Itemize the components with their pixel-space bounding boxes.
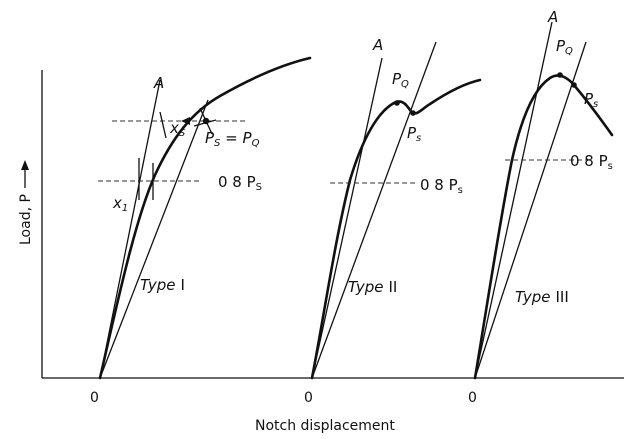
label-a-3: A bbox=[547, 8, 558, 26]
label-08ps-1: 0 8 PS bbox=[218, 173, 262, 193]
label-pq-3: PQ bbox=[556, 37, 573, 57]
tangent-line-a bbox=[99, 79, 161, 379]
xs-arrow bbox=[181, 117, 190, 125]
load-curve bbox=[473, 74, 614, 380]
label-ps-eq-pq: PS = PQ bbox=[205, 129, 260, 149]
label-ps-2: Ps bbox=[407, 124, 421, 144]
label-x1: x1 bbox=[112, 194, 128, 214]
label-08ps-3: 0 8 Ps bbox=[570, 152, 613, 172]
secant-line bbox=[474, 41, 587, 379]
label-xs: xS bbox=[169, 119, 186, 139]
panel-type-1: A xS PS = PQ x1 0 8 PS Type I bbox=[98, 56, 312, 380]
panel-type-2: A PQ Ps 0 8 Ps Type II bbox=[310, 36, 482, 380]
ps-point bbox=[571, 82, 577, 88]
secant-line bbox=[99, 99, 209, 379]
origin-label-2: 0 bbox=[304, 390, 313, 406]
label-type-1: Type I bbox=[140, 276, 185, 294]
label-a-2: A bbox=[372, 36, 383, 54]
tangent-line-a bbox=[474, 21, 553, 379]
origin-label-1: 0 bbox=[90, 390, 99, 406]
panel-type-3: A PQ Ps 0 8 Ps Type III bbox=[473, 8, 614, 380]
label-type-3: Type III bbox=[515, 288, 569, 306]
y-axis-label-group: Load, P bbox=[18, 160, 34, 245]
ps-point bbox=[202, 117, 210, 125]
y-axis-arrow-head bbox=[21, 160, 29, 170]
xs-tick bbox=[159, 111, 167, 139]
x-axis-label: Notch displacement bbox=[255, 418, 395, 434]
tangent-line-a bbox=[311, 57, 383, 379]
ps-point bbox=[410, 110, 416, 116]
label-ps-3: Ps bbox=[584, 90, 598, 110]
label-a-1: A bbox=[153, 74, 164, 92]
y-axis-label: Load, P bbox=[18, 194, 34, 245]
origin-label-3: 0 bbox=[468, 390, 477, 406]
load-curve bbox=[98, 56, 312, 380]
pq-point bbox=[394, 100, 400, 106]
secant-line bbox=[311, 41, 437, 379]
pq-point bbox=[557, 72, 563, 78]
label-08ps-2: 0 8 Ps bbox=[420, 176, 463, 196]
label-pq-2: PQ bbox=[392, 70, 409, 90]
label-type-2: Type II bbox=[348, 278, 397, 296]
load-curve bbox=[310, 78, 482, 380]
